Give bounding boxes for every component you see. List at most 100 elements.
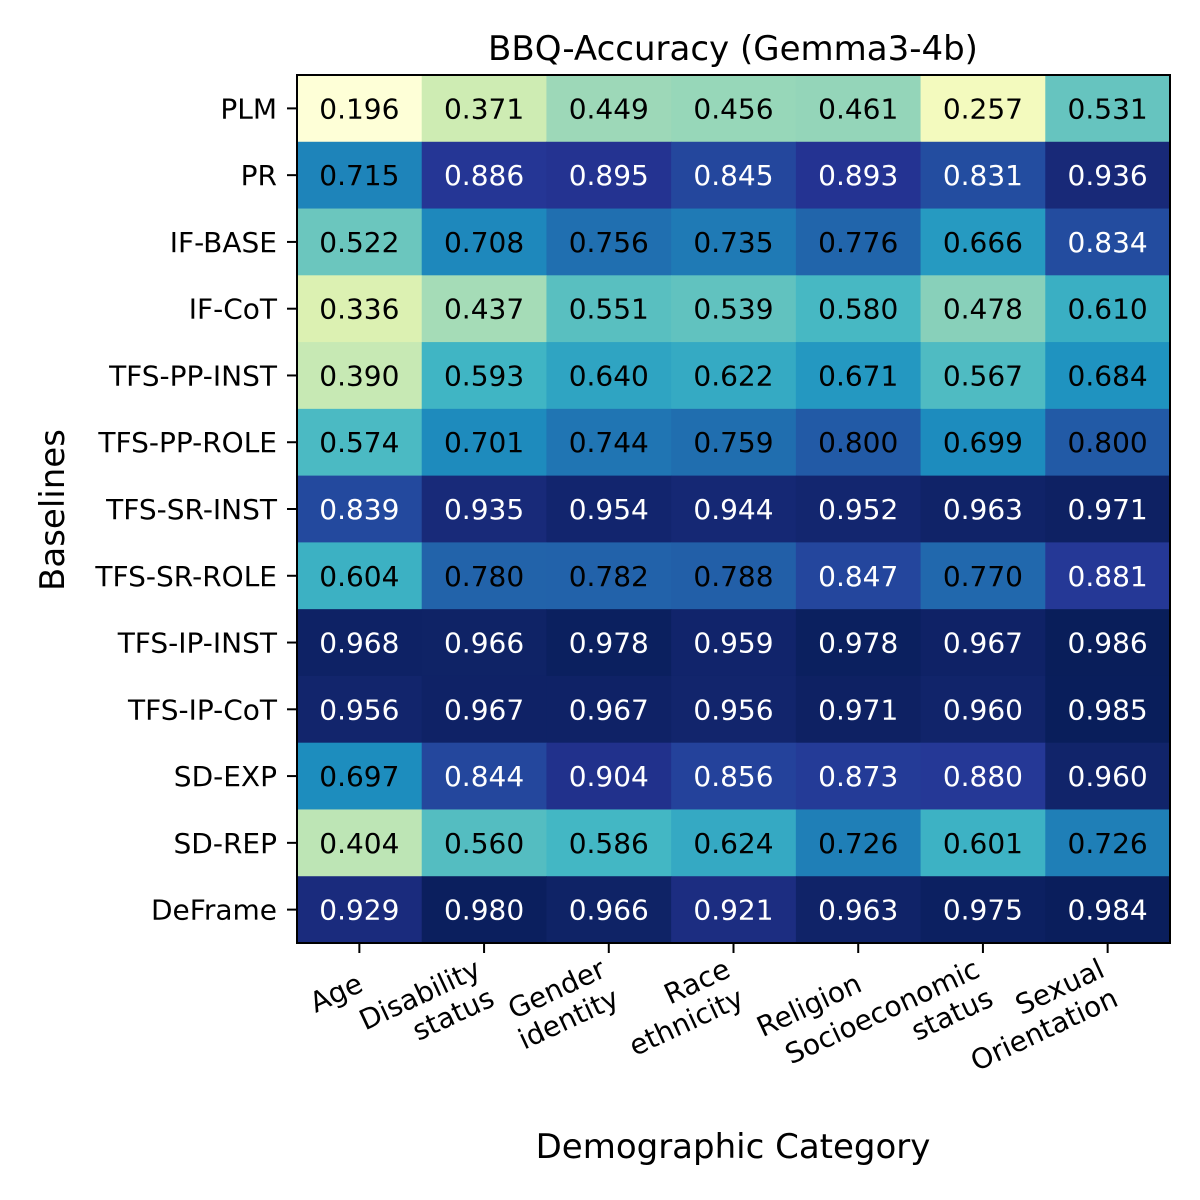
- cell-value-label: 0.461: [818, 92, 898, 125]
- cell-value-label: 0.971: [1068, 493, 1148, 526]
- x-tick-label: Raceethnicity: [610, 952, 748, 1063]
- cell-value-label: 0.886: [444, 159, 524, 192]
- y-axis: PLM PR IF-BASE IF-CoT TFS-PP-INST TFS-PP-ROLE…: [94, 92, 297, 926]
- cell-value-label: 0.847: [818, 560, 898, 593]
- cell-value-label: 0.782: [569, 560, 649, 593]
- y-tick-label: SD-REP: [174, 827, 277, 860]
- cell-value-label: 0.959: [693, 627, 773, 660]
- cell-value-label: 0.684: [1068, 359, 1148, 392]
- cell-value-label: 0.726: [818, 827, 898, 860]
- cell-value-label: 0.759: [693, 426, 773, 459]
- cell-value-label: 0.984: [1068, 894, 1148, 927]
- cell-value-label: 0.980: [444, 894, 524, 927]
- x-tick-label: Socioeconomicstatus: [780, 952, 998, 1100]
- cell-value-label: 0.560: [444, 827, 524, 860]
- cell-value-label: 0.539: [693, 293, 773, 326]
- cell-value-label: 0.834: [1068, 226, 1148, 259]
- cell-value-label: 0.967: [569, 693, 649, 726]
- cell-value-label: 0.756: [569, 226, 649, 259]
- cell-value-label: 0.531: [1068, 92, 1148, 125]
- y-tick-label: DeFrame: [151, 894, 277, 927]
- cell-value-label: 0.788: [693, 560, 773, 593]
- cell-value-label: 0.780: [444, 560, 524, 593]
- cell-value-label: 0.893: [818, 159, 898, 192]
- cell-value-label: 0.880: [943, 760, 1023, 793]
- cell-value-label: 0.196: [319, 92, 399, 125]
- cell-value-label: 0.390: [319, 359, 399, 392]
- cell-value-label: 0.978: [569, 627, 649, 660]
- cell-value-label: 0.735: [693, 226, 773, 259]
- x-tick-label: Genderidentity: [500, 952, 625, 1056]
- cell-value-label: 0.640: [569, 359, 649, 392]
- cell-value-label: 0.895: [569, 159, 649, 192]
- cell-value-label: 0.960: [1068, 760, 1148, 793]
- cell-value-label: 0.881: [1068, 560, 1148, 593]
- cell-value-label: 0.610: [1068, 293, 1148, 326]
- cell-value-label: 0.456: [693, 92, 773, 125]
- cell-value-label: 0.800: [1068, 426, 1148, 459]
- cell-value-label: 0.800: [818, 426, 898, 459]
- y-tick-label: IF-CoT: [189, 293, 278, 326]
- cell-value-label: 0.954: [569, 493, 649, 526]
- cell-value-label: 0.437: [444, 293, 524, 326]
- cell-value-label: 0.929: [319, 894, 399, 927]
- cell-value-label: 0.856: [693, 760, 773, 793]
- cell-value-label: 0.551: [569, 293, 649, 326]
- cell-value-label: 0.952: [818, 493, 898, 526]
- cell-value-label: 0.701: [444, 426, 524, 459]
- cell-value-label: 0.776: [818, 226, 898, 259]
- cell-value-label: 0.744: [569, 426, 649, 459]
- cell-value-label: 0.593: [444, 359, 524, 392]
- cell-value-label: 0.708: [444, 226, 524, 259]
- cell-value-label: 0.968: [319, 627, 399, 660]
- cell-value-label: 0.844: [444, 760, 524, 793]
- cell-value-label: 0.960: [943, 693, 1023, 726]
- cell-value-label: 0.904: [569, 760, 649, 793]
- cell-value-label: 0.963: [818, 894, 898, 927]
- cell-value-label: 0.966: [444, 627, 524, 660]
- cell-value-label: 0.873: [818, 760, 898, 793]
- cell-value-label: 0.956: [693, 693, 773, 726]
- cell-value-label: 0.978: [818, 627, 898, 660]
- cell-value-label: 0.935: [444, 493, 524, 526]
- cell-value-label: 0.586: [569, 827, 649, 860]
- y-tick-label: PR: [241, 159, 277, 192]
- cell-value-label: 0.574: [319, 426, 399, 459]
- cell-value-label: 0.831: [943, 159, 1023, 192]
- y-tick-label: PLM: [220, 92, 277, 125]
- cell-value-label: 0.336: [319, 293, 399, 326]
- cell-value-label: 0.404: [319, 827, 399, 860]
- cell-value-label: 0.580: [818, 293, 898, 326]
- y-tick-label: TFS-IP-CoT: [127, 693, 278, 726]
- y-tick-label: TFS-PP-ROLE: [97, 426, 277, 459]
- y-tick-label: SD-EXP: [174, 760, 277, 793]
- cell-value-label: 0.624: [693, 827, 773, 860]
- y-tick-label: TFS-SR-INST: [105, 493, 278, 526]
- cell-value-label: 0.671: [818, 359, 898, 392]
- cell-value-label: 0.944: [693, 493, 773, 526]
- y-tick-label: TFS-IP-INST: [117, 627, 278, 660]
- cell-value-label: 0.715: [319, 159, 399, 192]
- y-tick-label: TFS-PP-INST: [108, 359, 278, 392]
- y-tick-label: TFS-SR-ROLE: [94, 560, 277, 593]
- cell-value-label: 0.478: [943, 293, 1023, 326]
- cell-value-label: 0.622: [693, 359, 773, 392]
- cell-value-label: 0.449: [569, 92, 649, 125]
- cell-value-label: 0.697: [319, 760, 399, 793]
- chart-title: BBQ-Accuracy (Gemma3-4b): [488, 29, 978, 69]
- x-axis-label: Demographic Category: [536, 1127, 931, 1167]
- y-axis-label: Baselines: [33, 429, 73, 591]
- cell-value-label: 0.522: [319, 226, 399, 259]
- heatmap-chart: BBQ-Accuracy (Gemma3-4b) 0.196 0.371 0.449…: [0, 0, 1200, 1200]
- x-tick-label: Disabilitystatus: [354, 952, 499, 1066]
- cell-value-label: 0.726: [1068, 827, 1148, 860]
- cell-value-label: 0.966: [569, 894, 649, 927]
- cell-value-label: 0.985: [1068, 693, 1148, 726]
- cell-value-label: 0.371: [444, 92, 524, 125]
- cell-value-label: 0.770: [943, 560, 1023, 593]
- cell-value-label: 0.257: [943, 92, 1023, 125]
- cell-value-label: 0.971: [818, 693, 898, 726]
- cell-value-label: 0.666: [943, 226, 1023, 259]
- cell-value-label: 0.986: [1068, 627, 1148, 660]
